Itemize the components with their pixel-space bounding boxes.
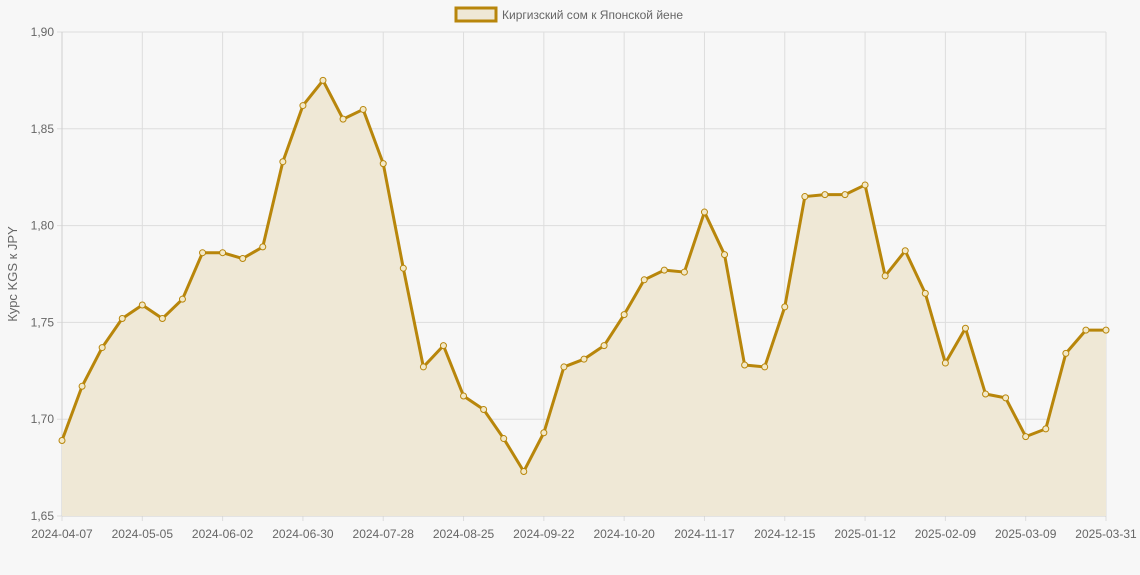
y-tick-label: 1,70 bbox=[31, 412, 55, 426]
data-point bbox=[982, 390, 990, 398]
data-point bbox=[721, 251, 729, 259]
data-point bbox=[178, 295, 186, 303]
data-point bbox=[419, 363, 427, 371]
data-point bbox=[259, 243, 267, 251]
data-point bbox=[279, 158, 287, 166]
data-point bbox=[58, 436, 66, 444]
data-point bbox=[78, 382, 86, 390]
data-point bbox=[399, 264, 407, 272]
data-point bbox=[219, 249, 227, 257]
legend[interactable]: Киргизский сом к Японской йене bbox=[454, 6, 683, 23]
x-tick-label: 2024-07-28 bbox=[353, 527, 415, 541]
legend-label: Киргизский сом к Японской йене bbox=[502, 8, 683, 22]
data-point bbox=[560, 363, 568, 371]
x-tick-label: 2024-12-15 bbox=[754, 527, 816, 541]
data-point bbox=[1062, 349, 1070, 357]
x-tick-label: 2024-11-17 bbox=[674, 527, 735, 541]
x-tick-label: 2024-06-02 bbox=[192, 527, 254, 541]
data-point bbox=[841, 191, 849, 199]
data-point bbox=[741, 361, 749, 369]
data-point bbox=[921, 289, 929, 297]
data-point bbox=[600, 342, 608, 350]
data-point bbox=[881, 272, 889, 280]
data-point bbox=[480, 406, 488, 414]
data-point bbox=[199, 249, 207, 257]
x-tick-label: 2025-03-09 bbox=[995, 527, 1057, 541]
data-point bbox=[660, 266, 668, 274]
data-point bbox=[118, 315, 126, 323]
data-point bbox=[941, 359, 949, 367]
x-tick-label: 2024-09-22 bbox=[513, 527, 575, 541]
data-point bbox=[580, 355, 588, 363]
data-point bbox=[500, 435, 508, 443]
x-tick-label: 2024-05-05 bbox=[112, 527, 174, 541]
data-point bbox=[520, 467, 528, 475]
x-tick-label: 2024-10-20 bbox=[593, 527, 655, 541]
x-tick-label: 2025-01-12 bbox=[834, 527, 896, 541]
data-point bbox=[801, 193, 809, 201]
data-point bbox=[98, 344, 106, 352]
x-tick-label: 2024-04-07 bbox=[31, 527, 93, 541]
data-point bbox=[540, 429, 548, 437]
points-layer bbox=[58, 76, 1110, 475]
data-point bbox=[359, 105, 367, 113]
data-point bbox=[439, 342, 447, 350]
data-point bbox=[299, 102, 307, 110]
x-tick-label: 2024-08-25 bbox=[433, 527, 495, 541]
data-point bbox=[1002, 394, 1010, 402]
data-point bbox=[1102, 326, 1110, 334]
data-point bbox=[680, 268, 688, 276]
data-point bbox=[1042, 425, 1050, 433]
y-tick-label: 1,75 bbox=[31, 315, 55, 329]
data-point bbox=[239, 255, 247, 263]
legend-swatch bbox=[454, 6, 498, 23]
data-point bbox=[821, 191, 829, 199]
data-point bbox=[339, 115, 347, 123]
data-point bbox=[138, 301, 146, 309]
data-point bbox=[700, 208, 708, 216]
x-tick-label: 2024-06-30 bbox=[272, 527, 334, 541]
y-tick-label: 1,65 bbox=[31, 509, 55, 523]
data-point bbox=[460, 392, 468, 400]
data-point bbox=[319, 76, 327, 84]
data-point bbox=[640, 276, 648, 284]
area-layer bbox=[62, 80, 1106, 517]
y-tick-label: 1,85 bbox=[31, 122, 55, 136]
y-axis: 1,65 1,70 1,75 1,80 1,85 1,90 bbox=[31, 25, 55, 523]
x-axis: 2024-04-07 2024-05-05 2024-06-02 2024-06-30… bbox=[31, 527, 1137, 541]
x-tick-label: 2025-02-09 bbox=[915, 527, 977, 541]
y-tick-label: 1,90 bbox=[31, 25, 55, 39]
data-point bbox=[761, 363, 769, 371]
data-point bbox=[901, 247, 909, 255]
data-point bbox=[1022, 433, 1030, 441]
data-point bbox=[1082, 326, 1090, 334]
y-axis-label: Курс KGS к JPY bbox=[5, 226, 20, 322]
x-tick-label: 2025-03-31 bbox=[1075, 527, 1137, 541]
data-point bbox=[379, 160, 387, 168]
data-point bbox=[861, 181, 869, 189]
data-point bbox=[961, 324, 969, 332]
data-point bbox=[158, 315, 166, 323]
series-area bbox=[62, 80, 1106, 517]
y-tick-label: 1,80 bbox=[31, 219, 55, 233]
data-point bbox=[620, 311, 628, 319]
data-point bbox=[781, 303, 789, 311]
